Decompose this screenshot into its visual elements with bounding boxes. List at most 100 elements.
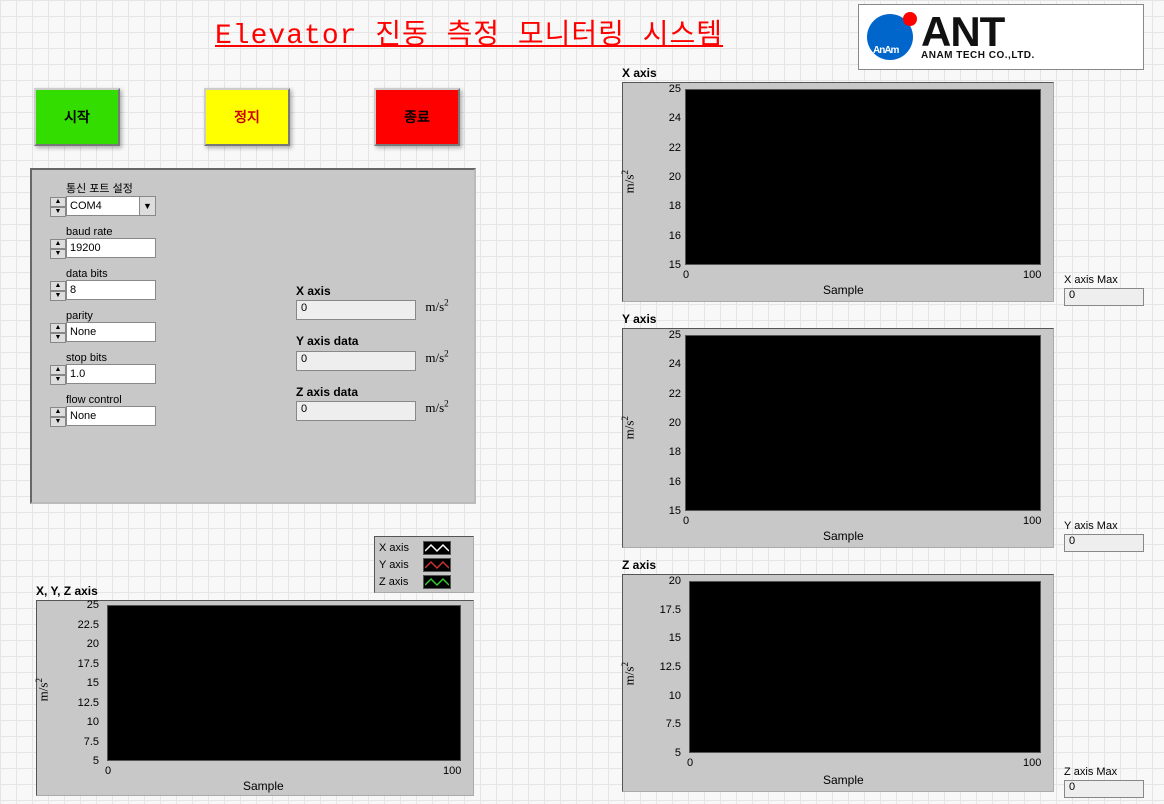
ytick: 7.5 — [71, 736, 99, 748]
legend-item: Z axis — [379, 573, 469, 590]
x-readout-value: 0 — [296, 300, 416, 320]
y-chart-plot — [685, 335, 1041, 511]
ytick: 24 — [653, 112, 681, 124]
xyz-chart-xmin: 0 — [105, 765, 111, 777]
port-spinner-icon[interactable]: ▲▼ — [50, 197, 66, 217]
xyz-chart-plot — [107, 605, 461, 761]
settings-panel: 통신 포트 설정 ▲▼ COM4 ▼ baud rate ▲▼ 19200 da… — [30, 168, 476, 504]
ytick: 15 — [71, 677, 99, 689]
exit-button[interactable]: 종료 — [374, 88, 460, 146]
y-readout-label: Y axis data — [296, 334, 449, 348]
ytick: 15 — [653, 505, 681, 517]
ytick: 17.5 — [653, 604, 681, 616]
ytick: 20 — [653, 417, 681, 429]
legend-swatch — [423, 558, 451, 572]
ytick: 20 — [653, 171, 681, 183]
ytick: 12.5 — [653, 661, 681, 673]
ytick: 5 — [653, 747, 681, 759]
baud-label: baud rate — [66, 226, 464, 238]
ytick: 22 — [653, 142, 681, 154]
flow-input[interactable]: ▲▼ None — [66, 406, 156, 426]
z-max-box: Z axis Max 0 — [1064, 766, 1150, 798]
baud-value: 19200 — [70, 242, 101, 254]
ytick: 7.5 — [653, 718, 681, 730]
stopbits-input[interactable]: ▲▼ 1.0 — [66, 364, 156, 384]
x-chart-xmax: 100 — [1023, 269, 1041, 281]
databits-value: 8 — [70, 284, 76, 296]
ytick: 20 — [71, 638, 99, 650]
flow-value: None — [70, 410, 96, 422]
legend-swatch — [423, 541, 451, 555]
xyz-chart-title: X, Y, Z axis — [36, 584, 98, 598]
ytick: 25 — [71, 599, 99, 611]
z-readout-label: Z axis data — [296, 385, 449, 399]
databits-spinner-icon[interactable]: ▲▼ — [50, 281, 66, 301]
y-max-label: Y axis Max — [1064, 520, 1150, 532]
ytick: 25 — [653, 83, 681, 95]
stopbits-spinner-icon[interactable]: ▲▼ — [50, 365, 66, 385]
ytick: 10 — [653, 690, 681, 702]
x-chart-xlabel: Sample — [823, 283, 864, 297]
stopbits-value: 1.0 — [70, 368, 85, 380]
y-chart-title: Y axis — [622, 312, 656, 326]
flow-spinner-icon[interactable]: ▲▼ — [50, 407, 66, 427]
y-max-box: Y axis Max 0 — [1064, 520, 1150, 552]
parity-input[interactable]: ▲▼ None — [66, 322, 156, 342]
z-chart-xlabel: Sample — [823, 773, 864, 787]
x-chart: m/s2 0 100 Sample 25242220181615 — [622, 82, 1054, 302]
logo-inner-text: AnAm — [873, 45, 898, 56]
x-chart-title: X axis — [622, 66, 657, 80]
ytick: 15 — [653, 632, 681, 644]
unit-label: m/s2 — [425, 400, 448, 415]
ytick: 5 — [71, 755, 99, 767]
chevron-down-icon[interactable]: ▼ — [139, 197, 155, 215]
baud-input[interactable]: ▲▼ 19200 — [66, 238, 156, 258]
y-chart-xmax: 100 — [1023, 515, 1041, 527]
x-max-value: 0 — [1064, 288, 1144, 306]
xyz-chart-xlabel: Sample — [243, 779, 284, 793]
y-readout-value: 0 — [296, 351, 416, 371]
legend-label: X axis — [379, 542, 421, 554]
y-chart-xmin: 0 — [683, 515, 689, 527]
unit-label: m/s2 — [425, 299, 448, 314]
x-max-label: X axis Max — [1064, 274, 1150, 286]
z-chart-title: Z axis — [622, 558, 656, 572]
z-chart-xmax: 100 — [1023, 757, 1041, 769]
z-chart-ylabel: m/s2 — [620, 662, 637, 685]
databits-label: data bits — [66, 268, 464, 280]
xyz-chart-ylabel: m/s2 — [34, 678, 51, 701]
databits-input[interactable]: ▲▼ 8 — [66, 280, 156, 300]
legend-label: Z axis — [379, 576, 421, 588]
ytick: 25 — [653, 329, 681, 341]
ytick: 16 — [653, 476, 681, 488]
y-chart-xlabel: Sample — [823, 529, 864, 543]
z-chart-plot — [689, 581, 1041, 753]
legend-item: Y axis — [379, 556, 469, 573]
z-chart: m/s2 0 100 Sample 20 17.5 15 12.5 10 7.5 5 — [622, 574, 1054, 792]
baud-spinner-icon[interactable]: ▲▼ — [50, 239, 66, 259]
parity-spinner-icon[interactable]: ▲▼ — [50, 323, 66, 343]
x-chart-ylabel: m/s2 — [620, 170, 637, 193]
parity-value: None — [70, 326, 96, 338]
z-max-label: Z axis Max — [1064, 766, 1150, 778]
logo: AnAm ANT ANAM TECH CO.,LTD. — [858, 4, 1144, 70]
logo-subtitle: ANAM TECH CO.,LTD. — [921, 50, 1035, 61]
z-max-value: 0 — [1064, 780, 1144, 798]
ytick: 20 — [653, 575, 681, 587]
y-chart-ylabel: m/s2 — [620, 416, 637, 439]
z-chart-xmin: 0 — [687, 757, 693, 769]
start-button[interactable]: 시작 — [34, 88, 120, 146]
ytick: 15 — [653, 259, 681, 271]
legend-swatch — [423, 575, 451, 589]
y-max-value: 0 — [1064, 534, 1144, 552]
ytick: 22 — [653, 388, 681, 400]
ytick: 18 — [653, 446, 681, 458]
ytick: 17.5 — [71, 658, 99, 670]
x-chart-plot — [685, 89, 1041, 265]
ytick: 16 — [653, 230, 681, 242]
ytick: 10 — [71, 716, 99, 728]
z-readout-value: 0 — [296, 401, 416, 421]
ytick: 22.5 — [71, 619, 99, 631]
stop-button[interactable]: 정지 — [204, 88, 290, 146]
port-select[interactable]: ▲▼ COM4 ▼ — [66, 196, 156, 216]
